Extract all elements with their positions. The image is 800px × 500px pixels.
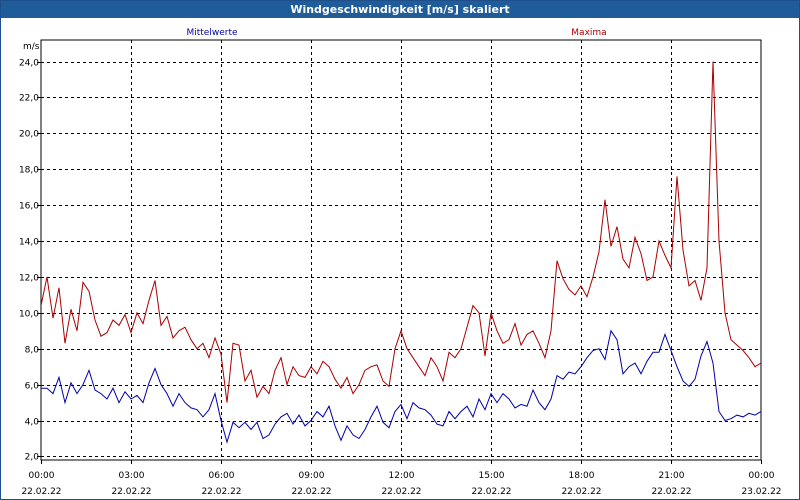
x-tick-date-label: 22.02.22 [381,487,421,497]
y-tick-label: 2,0 [25,453,40,463]
y-tick-label: 8,0 [25,346,40,356]
x-axis-ticks: 00:00 22.02.22 03:00 22.02.22 06:00 22.02.22 0… [21,460,782,497]
y-tick-label: 22,0 [19,94,39,104]
x-tick-date-label: 22.02.22 [201,487,241,497]
x-tick-date-label: 22.02.22 [111,487,151,497]
y-tick-label: 24,0 [19,59,39,69]
x-tick-time-label: 00:00 [29,471,55,481]
x-tick-date-label: 22.02.22 [291,487,331,497]
y-tick-label: 4,0 [25,418,40,428]
y-tick-label: 18,0 [19,166,39,176]
y-axis-unit-label: m/s [23,42,40,52]
x-tick-date-label: 22.02.22 [471,487,511,497]
series-line-maxima [41,61,761,403]
series-lines [41,61,761,444]
y-axis-ticks: 2,0 4,0 6,0 8,0 10,0 12,0 14,0 16,0 18,0 20,0 22,0… [19,59,41,463]
y-tick-label: 10,0 [19,310,39,320]
x-tick-time-label: 21:00 [659,471,685,481]
y-tick-label: 12,0 [19,274,39,284]
y-tick-label: 14,0 [19,238,39,248]
grid-lines [41,40,761,460]
x-tick-time-label: 12:00 [389,471,415,481]
x-tick-time-label: 09:00 [299,471,325,481]
x-tick-time-label: 18:00 [569,471,595,481]
x-tick-time-label: 15:00 [479,471,505,481]
window-title: Windgeschwindigkeit [m/s] skaliert [1,1,799,18]
x-tick-date-label: 23.02.22 [741,487,781,497]
y-tick-label: 20,0 [19,130,39,140]
x-tick-date-label: 22.02.22 [21,487,61,497]
y-tick-label: 16,0 [19,202,39,212]
x-tick-date-label: 22.02.22 [561,487,601,497]
legend-mittelwerte: Mittelwerte [186,28,237,38]
x-tick-time-label: 06:00 [209,471,235,481]
x-tick-date-label: 22.02.22 [651,487,691,497]
series-line-mittelwerte [41,329,761,444]
y-tick-label: 6,0 [25,382,40,392]
legend-maxima: Maxima [571,28,606,38]
x-tick-time-label: 00:00 [749,471,775,481]
x-tick-time-label: 03:00 [119,471,145,481]
